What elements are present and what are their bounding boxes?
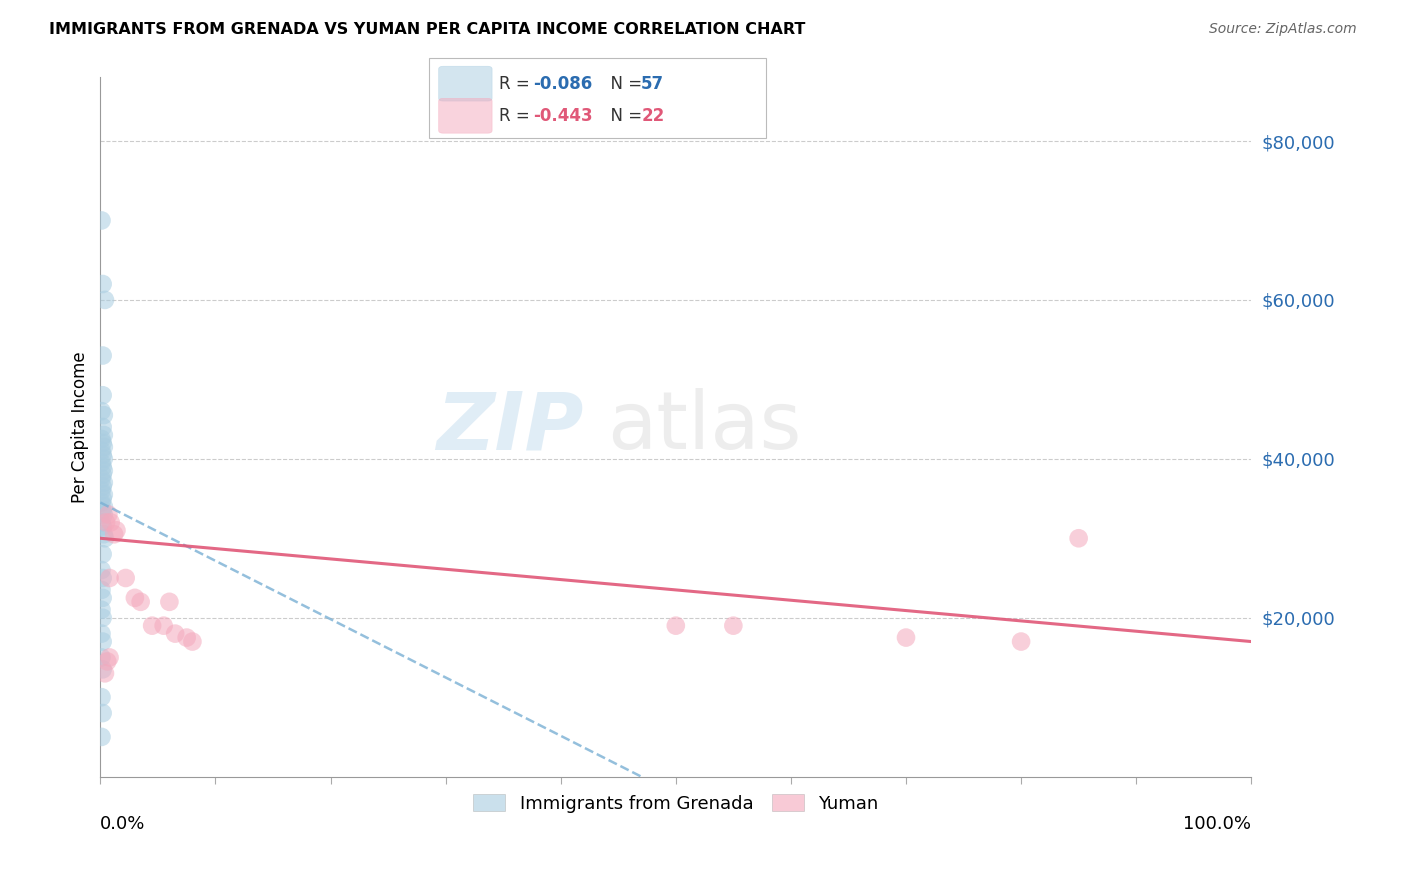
Text: N =: N =: [600, 75, 648, 93]
Point: [94, 293, 117, 307]
Point: [114, 571, 136, 585]
Text: R =: R =: [499, 107, 536, 125]
Point: [723, 618, 745, 632]
Point: [176, 631, 198, 645]
Point: [90, 603, 112, 617]
Point: [91, 388, 114, 402]
Point: [93, 451, 115, 466]
Point: [90, 690, 112, 705]
Point: [157, 595, 180, 609]
Point: [91, 611, 114, 625]
Point: [90, 432, 112, 446]
Point: [93, 500, 115, 514]
Point: [103, 527, 125, 541]
Point: [90, 213, 112, 227]
Point: [98, 571, 121, 585]
Point: [90, 626, 112, 640]
Point: [1067, 531, 1090, 545]
Point: [90, 563, 112, 577]
Point: [93, 464, 115, 478]
Text: 100.0%: 100.0%: [1184, 815, 1251, 833]
Point: [93, 475, 115, 490]
Point: [165, 626, 187, 640]
Point: [91, 491, 114, 506]
Point: [93, 508, 115, 522]
Text: IMMIGRANTS FROM GRENADA VS YUMAN PER CAPITA INCOME CORRELATION CHART: IMMIGRANTS FROM GRENADA VS YUMAN PER CAP…: [49, 22, 806, 37]
Point: [91, 634, 114, 648]
Point: [91, 519, 114, 533]
Point: [96, 654, 118, 668]
Point: [94, 516, 117, 530]
Point: [894, 631, 917, 645]
Point: [93, 428, 115, 442]
Text: 22: 22: [641, 107, 665, 125]
Point: [90, 582, 112, 597]
Point: [90, 472, 112, 486]
Point: [93, 527, 115, 541]
Point: [90, 516, 112, 530]
Text: 57: 57: [641, 75, 664, 93]
Point: [90, 443, 112, 458]
Point: [90, 483, 112, 498]
Point: [90, 404, 112, 418]
Point: [94, 666, 117, 681]
Text: R =: R =: [499, 75, 536, 93]
Point: [90, 730, 112, 744]
Point: [1010, 634, 1032, 648]
Point: [91, 480, 114, 494]
Point: [91, 420, 114, 434]
Point: [91, 436, 114, 450]
Text: ZIP: ZIP: [436, 388, 583, 466]
Point: [105, 524, 128, 538]
Point: [152, 618, 174, 632]
Text: 0.0%: 0.0%: [100, 815, 146, 833]
Point: [91, 277, 114, 291]
Y-axis label: Per Capita Income: Per Capita Income: [72, 351, 89, 503]
Point: [98, 650, 121, 665]
Point: [91, 503, 114, 517]
Point: [90, 495, 112, 509]
Point: [97, 508, 120, 522]
Point: [93, 440, 115, 454]
Text: N =: N =: [600, 107, 648, 125]
Text: -0.086: -0.086: [533, 75, 592, 93]
Point: [91, 591, 114, 605]
Legend: Immigrants from Grenada, Yuman: Immigrants from Grenada, Yuman: [465, 787, 886, 820]
Point: [91, 547, 114, 561]
Point: [91, 448, 114, 462]
Text: atlas: atlas: [607, 388, 801, 466]
Point: [91, 706, 114, 720]
Point: [129, 595, 152, 609]
Point: [91, 349, 114, 363]
Text: Source: ZipAtlas.com: Source: ZipAtlas.com: [1209, 22, 1357, 37]
Point: [90, 650, 112, 665]
Point: [181, 634, 204, 648]
Point: [90, 456, 112, 470]
Text: -0.443: -0.443: [533, 107, 592, 125]
Point: [91, 467, 114, 482]
Point: [91, 662, 114, 676]
Point: [124, 591, 146, 605]
Point: [141, 618, 163, 632]
Point: [94, 531, 117, 545]
Point: [100, 516, 122, 530]
Point: [91, 459, 114, 474]
Point: [93, 408, 115, 422]
Point: [91, 571, 114, 585]
Point: [93, 487, 115, 501]
Point: [665, 618, 688, 632]
